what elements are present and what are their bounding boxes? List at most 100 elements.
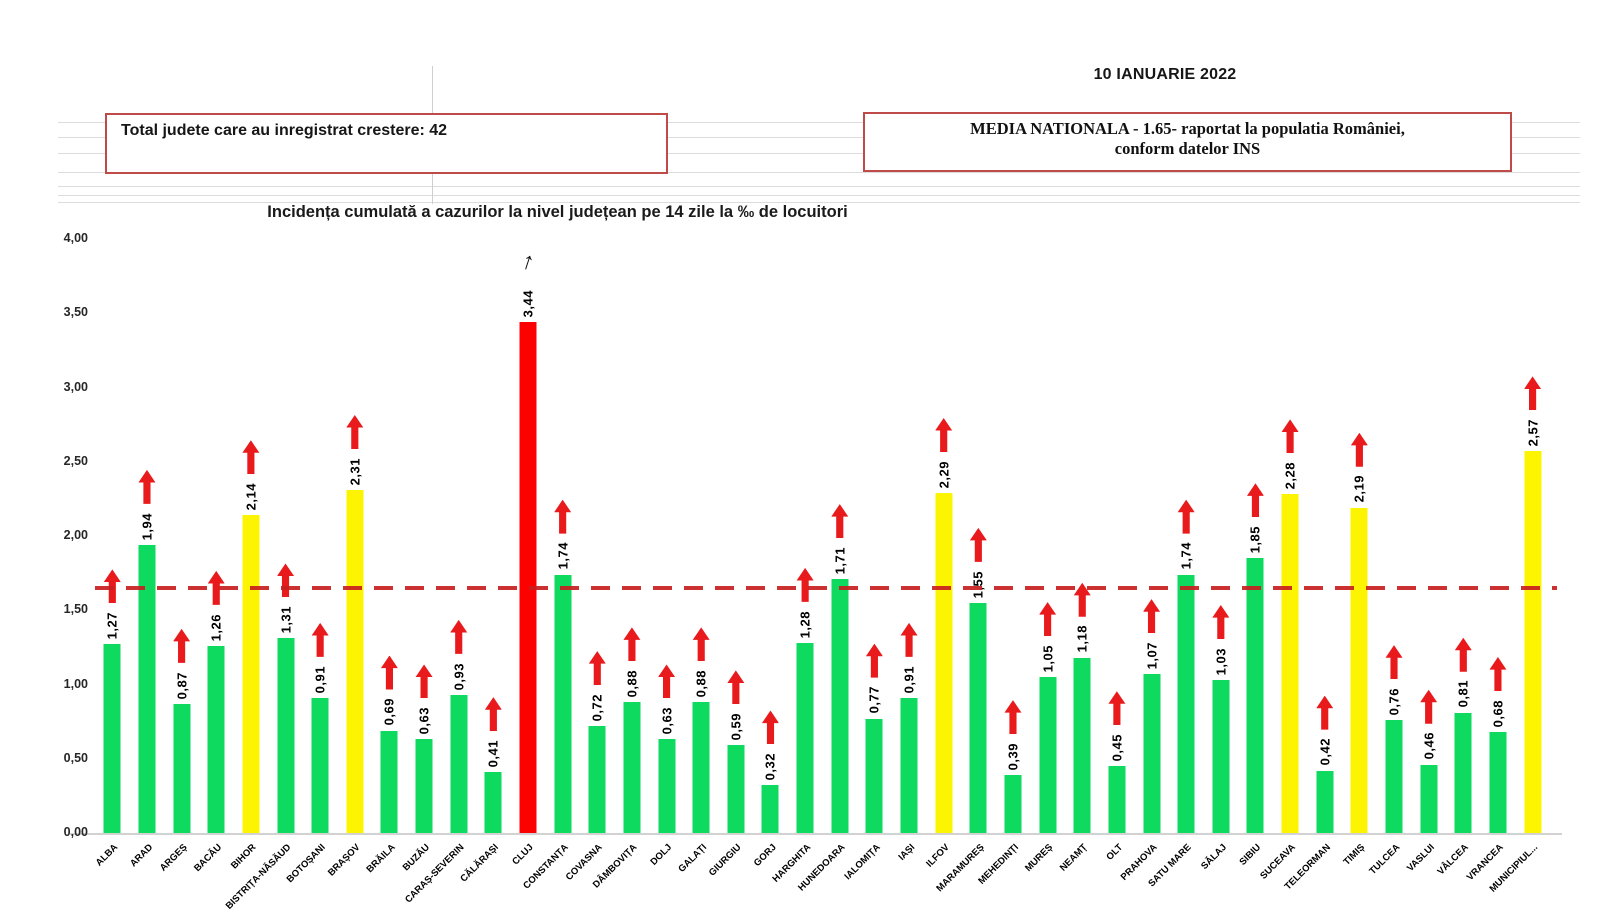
county-label: SĂLAJ (1198, 842, 1229, 872)
increase-arrow-icon (1177, 499, 1195, 534)
bar-value-label: 2,31 (347, 457, 363, 485)
bar-value-label: 0,91 (901, 665, 917, 693)
bar-value-label: 0,45 (1109, 733, 1125, 762)
bar-column: 0,63 BUZĂU (401, 239, 442, 873)
county-label: ARGEȘ (157, 842, 190, 874)
bar-column: 0,45 OLT (1100, 239, 1135, 863)
county-label: NEAMȚ (1058, 842, 1091, 874)
county-label: SIBIU (1237, 842, 1264, 868)
bar-column: 0,72 COVASNA (564, 239, 615, 883)
bar (207, 645, 225, 833)
bar-value-label: 0,76 (1386, 687, 1402, 716)
increase-arrow-icon (692, 627, 710, 662)
county-label: BRAȘOV (326, 842, 363, 879)
increase-arrow-icon (311, 622, 329, 657)
county-label: IALOMIȚA (841, 842, 883, 883)
bar (1420, 764, 1438, 833)
bar (1212, 680, 1230, 833)
increase-arrow-icon (1454, 637, 1472, 672)
bar-value-label: 2,14 (243, 482, 259, 511)
y-axis-tick-label: 0,50 (63, 750, 88, 765)
bar-column: 0,91 IAȘI (892, 239, 927, 863)
increase-arrow-icon (554, 499, 572, 534)
increase-arrow-icon (761, 710, 779, 745)
bar-value-label: 0,81 (1455, 680, 1471, 708)
bar (727, 745, 745, 833)
background-gridline (58, 195, 1580, 196)
y-axis-tick-label: 4,00 (63, 231, 88, 245)
increase-arrow-icon (1420, 689, 1438, 724)
y-axis-tick-label: 1,50 (63, 602, 88, 617)
county-label: VASLUI (1404, 842, 1437, 874)
county-label: CARAȘ-SEVERIN (403, 842, 467, 906)
national-average-box: MEDIA NATIONALA - 1.65- raportat la popu… (863, 112, 1512, 172)
bar (1316, 770, 1334, 833)
bar-value-label: 0,39 (1005, 742, 1021, 771)
bar-column: 1,26 BACĂU (192, 239, 234, 874)
bar (1350, 507, 1368, 833)
background-gridline (58, 202, 1580, 203)
bar-value-label: 2,57 (1525, 419, 1541, 447)
bar-column: 0,46 VASLUI (1405, 239, 1446, 874)
increase-arrow-icon (450, 619, 468, 654)
bar-column: 1,55 MARAMUREȘ (934, 239, 996, 894)
bar-column: 0,42 TELEORMAN (1282, 239, 1342, 892)
county-label: DOLJ (648, 842, 675, 868)
bar (380, 730, 398, 833)
bar-column: 1,85 SIBIU (1238, 239, 1273, 868)
bar (1108, 766, 1126, 833)
total-counties-box: Total judete care au inregistrat crester… (105, 113, 668, 174)
increase-arrow-icon (1316, 695, 1334, 730)
bar-value-label: 0,87 (174, 671, 190, 699)
increase-arrow-icon (484, 697, 502, 732)
bar-column: 0,63 DOLJ (649, 239, 684, 868)
bar (658, 739, 676, 833)
county-label: GALAȚI (676, 842, 709, 875)
increase-arrow-icon (346, 414, 364, 449)
bar (554, 574, 572, 833)
increase-arrow-icon (173, 628, 191, 663)
bar-value-label: 0,72 (589, 693, 605, 722)
bar (484, 772, 502, 833)
increase-arrow-icon (1246, 483, 1264, 518)
bar (1039, 677, 1057, 833)
bar-column: 1,27 ALBA (94, 239, 130, 868)
increase-arrow-icon (1004, 700, 1022, 735)
increase-arrow-icon (380, 655, 398, 690)
increase-arrow-icon (588, 651, 606, 686)
chart-plot: 1,27 ALBA 1,94 ARAD 0,87 ARGEȘ 1,26 BACĂU 2,14 BI… (94, 239, 1550, 912)
bar-column: 0,76 TULCEA (1367, 239, 1412, 877)
county-label: BRĂILA (364, 842, 398, 876)
bar-column: 0,91 BOTOȘANI (285, 239, 338, 885)
bar (415, 739, 433, 833)
bar-column: 1,03 SĂLAJ (1199, 239, 1239, 872)
bar-value-label: 1,85 (1247, 525, 1263, 554)
bar (311, 697, 329, 833)
bar-column: 0,68 VRANCEA (1465, 239, 1516, 883)
bar (623, 702, 641, 833)
increase-arrow-icon (935, 417, 953, 452)
bar-value-label: 0,32 (762, 753, 778, 781)
bar (242, 515, 260, 833)
bar (1281, 494, 1299, 833)
county-label: GORJ (751, 842, 779, 869)
county-label: BISTRIȚA-NĂSĂUD (223, 842, 294, 912)
increase-arrow-icon (415, 664, 433, 699)
bar-column: 0,88 DÂMBOVIȚA (591, 239, 650, 890)
increase-arrow-icon (138, 469, 156, 504)
increase-arrow-icon (865, 643, 883, 678)
county-label: ILFOV (923, 842, 952, 870)
bar (346, 489, 364, 833)
bar (969, 602, 987, 833)
county-label: ALBA (93, 842, 121, 869)
bar (692, 702, 710, 833)
increase-arrow-icon (277, 563, 295, 598)
county-label: MUREȘ (1023, 842, 1056, 875)
bar (1177, 574, 1195, 833)
increase-arrow-icon (658, 664, 676, 699)
y-axis-tick-label: 3,50 (63, 305, 88, 320)
bar-value-label: 1,55 (970, 570, 986, 598)
bar (588, 726, 606, 833)
bar-column: 3,44 ↑ CLUJ (510, 239, 546, 867)
bar (1246, 558, 1264, 833)
